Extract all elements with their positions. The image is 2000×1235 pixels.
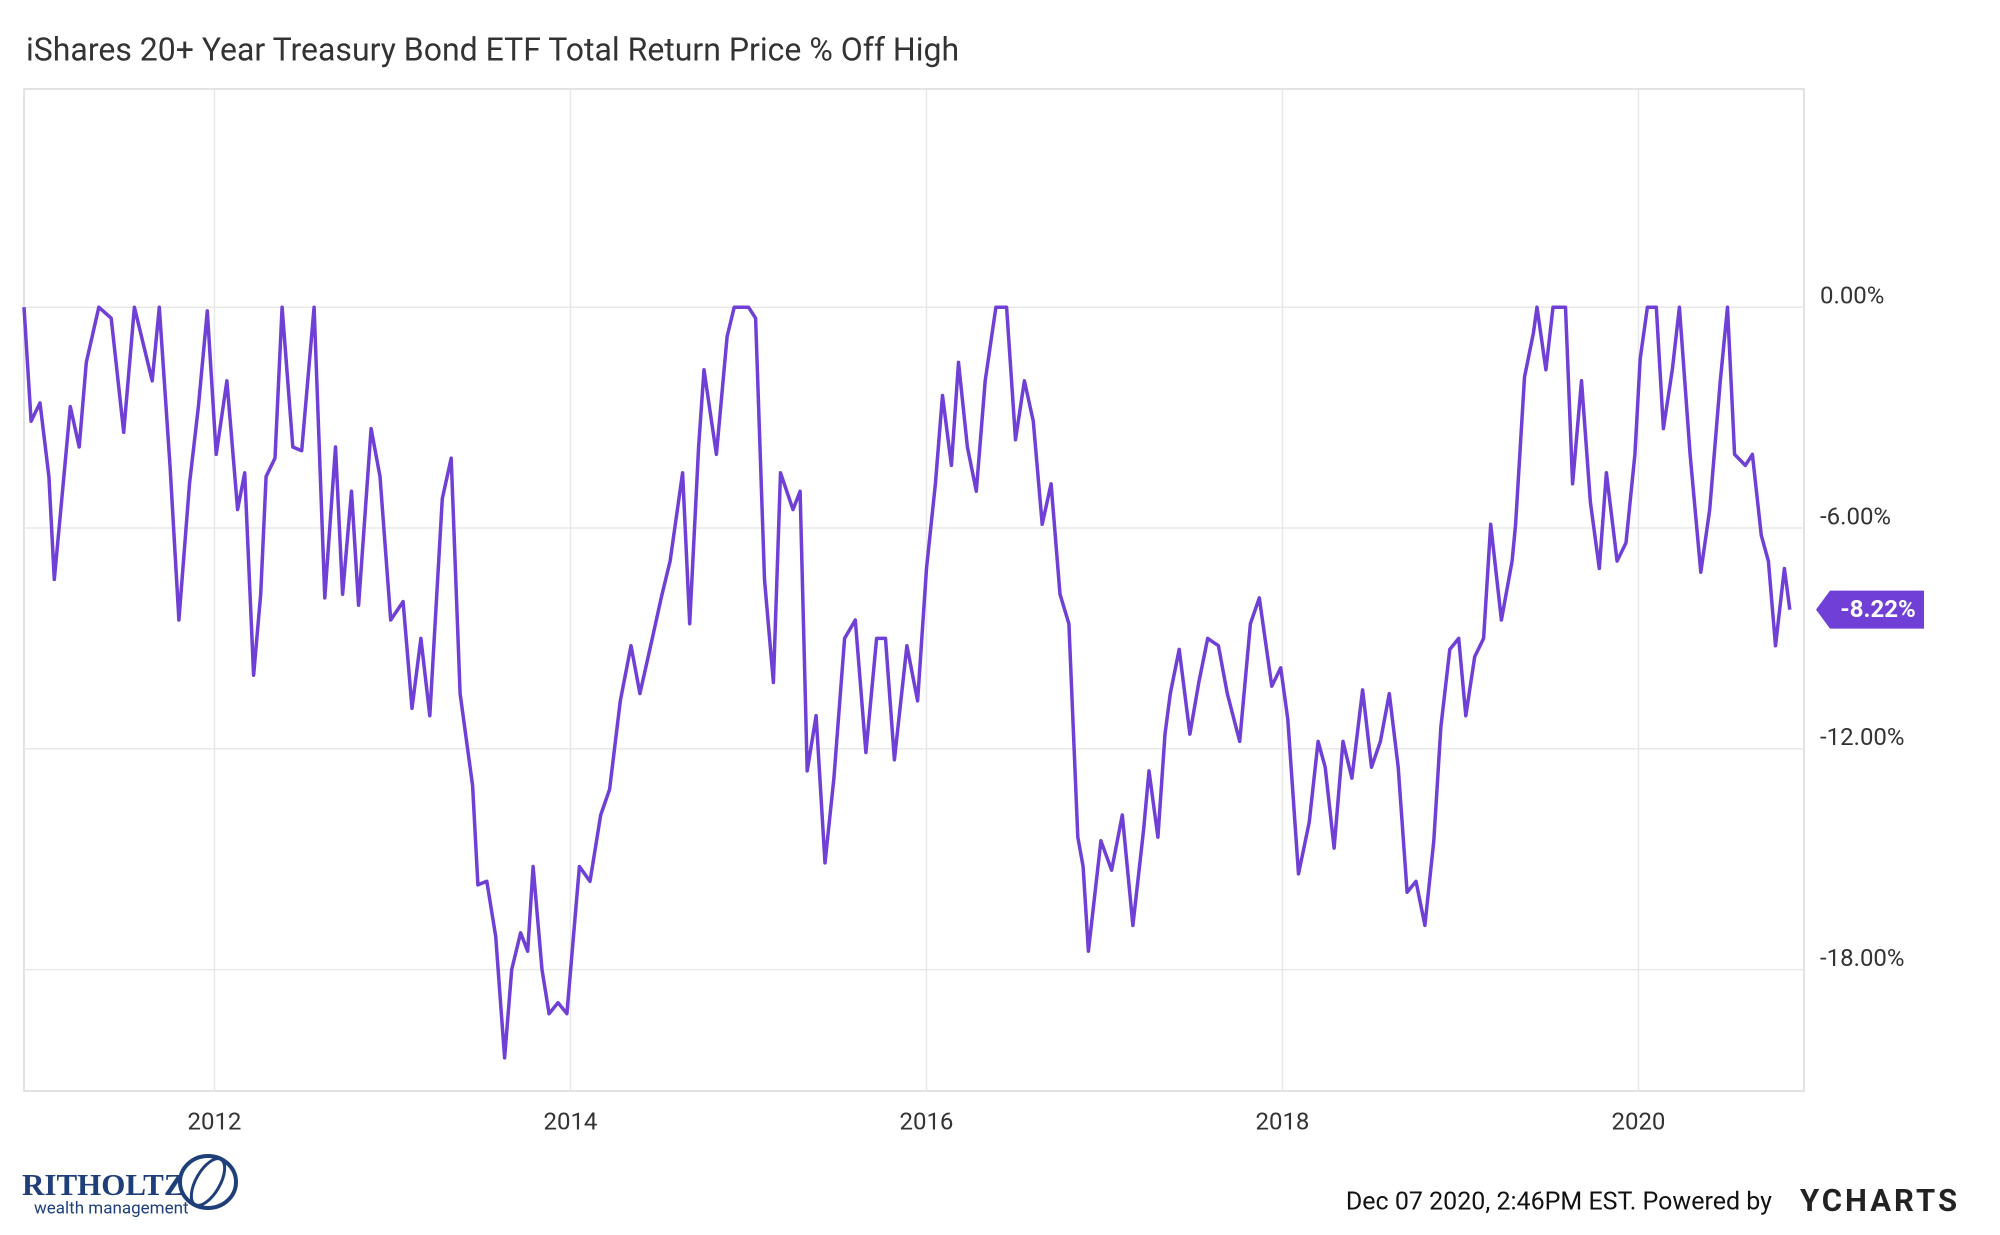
logo-name: RITHOLTZ [22, 1167, 185, 1202]
x-tick-label: 2018 [1255, 1107, 1309, 1135]
x-tick-label: 2016 [899, 1107, 953, 1135]
plot-border [23, 88, 1805, 1092]
x-tick-label: 2012 [187, 1107, 241, 1135]
y-tick-label: -12.00% [1820, 723, 1905, 751]
logo: RITHOLTZ wealth management [22, 1154, 238, 1218]
footer-brand: YCHARTS [1800, 1182, 1960, 1219]
line-series [22, 305, 1792, 1060]
end-label: -8.22% [1840, 595, 1915, 623]
x-tick-label: 2014 [543, 1107, 597, 1135]
footer-timestamp: Dec 07 2020, 2:46PM EST. Powered by [1346, 1188, 1772, 1217]
logo-globe-meridian [189, 1157, 227, 1207]
x-tick-label: 2020 [1611, 1107, 1665, 1135]
logo-globe [178, 1154, 238, 1210]
y-tick-label: -6.00% [1820, 502, 1891, 530]
y-tick-label: -18.00% [1820, 944, 1905, 972]
end-label-tag [1816, 590, 1924, 629]
y-tick-label: 0.00% [1820, 282, 1884, 310]
chart-title: iShares 20+ Year Treasury Bond ETF Total… [26, 30, 959, 68]
plot-area: 2012 2014 2016 2018 2020 0.00% -6.00% -12.00% -1… [22, 88, 1924, 1135]
logo-tagline: wealth management [34, 1198, 189, 1218]
